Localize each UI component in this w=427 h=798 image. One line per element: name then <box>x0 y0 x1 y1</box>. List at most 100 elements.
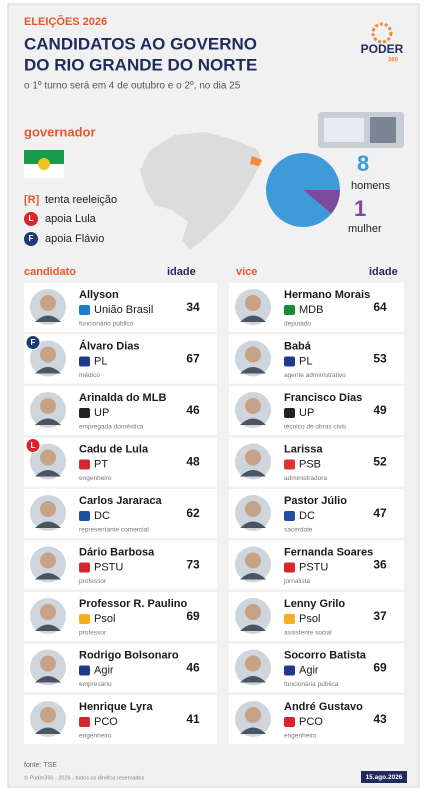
age: 41 <box>186 712 200 726</box>
pie-slice <box>266 153 340 228</box>
photo-body <box>240 470 266 477</box>
name: Allyson <box>79 289 119 301</box>
photo-face <box>245 604 261 620</box>
date: 15.ago.2026 <box>366 774 403 781</box>
age: 46 <box>186 403 200 417</box>
section-title: governador <box>24 124 96 139</box>
legend-label: apoia Lula <box>45 213 97 225</box>
photo-face <box>245 398 261 414</box>
title: CANDIDATOS AO GOVERNO <box>24 34 257 53</box>
copyright: © Poder360 - 2026 - todos os direitos re… <box>24 774 144 781</box>
photo-face <box>245 552 261 569</box>
name: Babá <box>284 340 312 352</box>
age: 62 <box>186 506 200 520</box>
photo-body <box>240 367 266 374</box>
badge <box>25 335 41 350</box>
job: técnico de obras civis <box>284 424 347 431</box>
name: Rodrigo Bolsonaro <box>79 649 179 661</box>
legend-badge <box>24 232 38 246</box>
photo-face <box>40 655 56 672</box>
job: engenheiro <box>79 475 112 482</box>
party: Agir <box>299 664 319 676</box>
pie-value: 8 <box>357 151 369 176</box>
photo-face <box>40 295 56 311</box>
party-logo <box>79 614 90 624</box>
column-header: candidato <box>24 266 76 278</box>
party: Psol <box>299 613 320 625</box>
party-logo <box>284 305 295 315</box>
job: empregada doméstica <box>79 424 144 431</box>
source: fonte: TSE <box>24 762 57 769</box>
column-header: idade <box>167 266 196 278</box>
name: Hermano Morais <box>284 289 370 301</box>
age: 48 <box>186 455 200 469</box>
age: 73 <box>186 558 200 572</box>
job: professor <box>79 630 107 637</box>
photo-body <box>35 367 61 374</box>
pie-label: homens <box>351 180 391 192</box>
photo-face <box>40 501 56 517</box>
photo-body <box>35 470 61 477</box>
age: 69 <box>186 609 200 623</box>
age: 43 <box>373 712 387 726</box>
party: DC <box>94 510 110 522</box>
photo-face <box>245 449 261 466</box>
badge <box>25 438 41 453</box>
party-logo <box>79 459 90 470</box>
age: 37 <box>373 609 387 623</box>
party: DC <box>299 510 315 522</box>
title: DO RIO GRANDE DO NORTE <box>24 55 257 74</box>
legend-label: apoia Flávio <box>45 233 104 245</box>
badge-letter: L <box>31 441 36 450</box>
kicker: ELEIÇÕES 2026 <box>24 15 107 28</box>
column-header: idade <box>369 266 398 278</box>
job: engenheiro <box>79 733 112 740</box>
age: 53 <box>373 352 387 366</box>
photo-face <box>40 707 56 723</box>
photo-body <box>240 315 266 322</box>
name: Larissa <box>284 443 323 455</box>
party: PSTU <box>299 561 328 573</box>
badge-letter: F <box>31 338 36 347</box>
party-logo <box>284 408 295 418</box>
photo-face <box>245 707 261 723</box>
pie-label: mulher <box>348 223 382 235</box>
pie-value: 1 <box>354 196 366 221</box>
job: assistente social <box>284 630 332 637</box>
name: Cadu de Lula <box>79 443 149 455</box>
party-logo <box>284 614 295 624</box>
photo-face <box>245 655 261 672</box>
photo-face <box>40 346 56 363</box>
party: Agir <box>94 664 114 676</box>
age: 52 <box>373 455 387 469</box>
photo-body <box>240 573 266 580</box>
party: PCO <box>299 716 323 728</box>
photo-body <box>240 521 266 528</box>
photo-face <box>40 604 56 620</box>
party-logo <box>284 562 295 573</box>
party-logo <box>79 356 90 367</box>
party: PL <box>299 355 312 367</box>
photo-face <box>245 501 261 517</box>
party-logo <box>284 717 295 727</box>
party: PL <box>94 355 107 367</box>
legend-mark: F <box>29 234 34 243</box>
job: agente administrativo <box>284 372 346 379</box>
photo-body <box>35 676 61 683</box>
name: Socorro Batista <box>284 649 367 661</box>
party-logo <box>79 717 90 727</box>
party-logo <box>284 356 295 367</box>
party: UP <box>94 407 109 419</box>
logo-icon <box>371 22 393 44</box>
party-logo <box>284 665 295 676</box>
name: Fernanda Soares <box>284 546 373 558</box>
name: Álvaro Dias <box>79 339 140 352</box>
photo-body <box>35 418 61 425</box>
job: representante comercial <box>79 527 149 534</box>
name: Henrique Lyra <box>79 701 153 713</box>
party-logo <box>79 305 90 315</box>
legend-mark: L <box>29 214 34 223</box>
name: Pastor Júlio <box>284 495 347 507</box>
party-logo <box>79 665 90 676</box>
